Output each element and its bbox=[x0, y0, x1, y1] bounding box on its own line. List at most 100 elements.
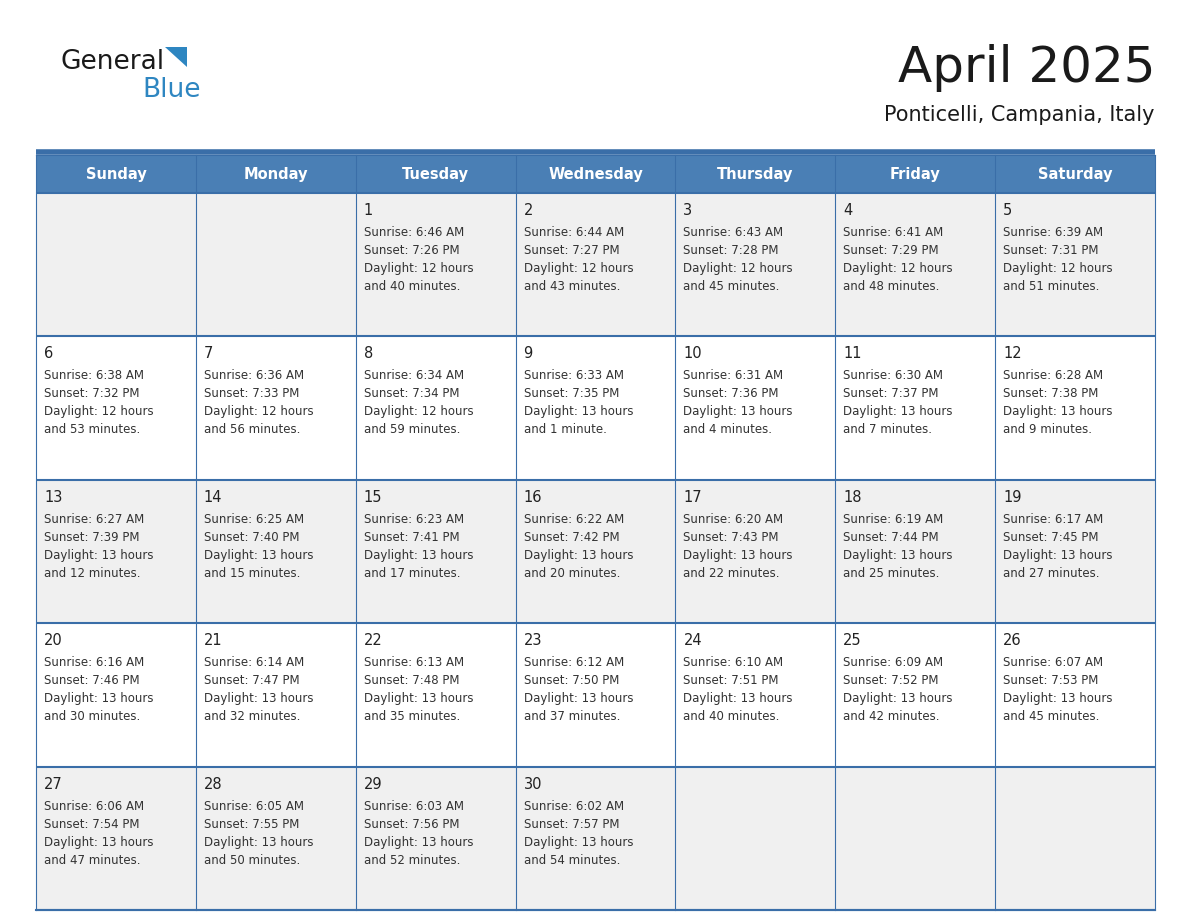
Bar bbox=[996, 623, 1155, 767]
Text: and 40 minutes.: and 40 minutes. bbox=[364, 280, 460, 293]
Bar bbox=[355, 336, 516, 480]
Text: and 1 minute.: and 1 minute. bbox=[524, 423, 606, 436]
Bar bbox=[196, 623, 355, 767]
Bar bbox=[36, 193, 196, 336]
Text: Sunset: 7:32 PM: Sunset: 7:32 PM bbox=[44, 387, 139, 400]
Text: Daylight: 13 hours: Daylight: 13 hours bbox=[204, 549, 314, 562]
Bar bbox=[196, 193, 355, 336]
Text: Daylight: 13 hours: Daylight: 13 hours bbox=[1003, 549, 1113, 562]
Bar bbox=[36, 480, 196, 623]
Text: and 25 minutes.: and 25 minutes. bbox=[843, 566, 940, 580]
Text: Daylight: 13 hours: Daylight: 13 hours bbox=[524, 549, 633, 562]
Text: Sunrise: 6:41 AM: Sunrise: 6:41 AM bbox=[843, 226, 943, 239]
Text: Sunrise: 6:17 AM: Sunrise: 6:17 AM bbox=[1003, 513, 1104, 526]
Text: 18: 18 bbox=[843, 490, 861, 505]
Text: Daylight: 12 hours: Daylight: 12 hours bbox=[524, 262, 633, 275]
Bar bbox=[676, 193, 835, 336]
Bar bbox=[516, 623, 676, 767]
Bar bbox=[355, 623, 516, 767]
Text: and 20 minutes.: and 20 minutes. bbox=[524, 566, 620, 580]
Text: Daylight: 13 hours: Daylight: 13 hours bbox=[204, 692, 314, 705]
Text: Sunset: 7:29 PM: Sunset: 7:29 PM bbox=[843, 244, 939, 257]
Text: and 17 minutes.: and 17 minutes. bbox=[364, 566, 460, 580]
Text: Daylight: 13 hours: Daylight: 13 hours bbox=[843, 549, 953, 562]
Bar bbox=[516, 480, 676, 623]
Text: and 22 minutes.: and 22 minutes. bbox=[683, 566, 781, 580]
Text: 7: 7 bbox=[204, 346, 213, 362]
Bar bbox=[516, 155, 676, 193]
Text: Daylight: 12 hours: Daylight: 12 hours bbox=[843, 262, 953, 275]
Text: 3: 3 bbox=[683, 203, 693, 218]
Text: Sunrise: 6:05 AM: Sunrise: 6:05 AM bbox=[204, 800, 304, 812]
Text: Sunset: 7:51 PM: Sunset: 7:51 PM bbox=[683, 674, 779, 688]
Text: 14: 14 bbox=[204, 490, 222, 505]
Text: 6: 6 bbox=[44, 346, 53, 362]
Text: Sunrise: 6:46 AM: Sunrise: 6:46 AM bbox=[364, 226, 465, 239]
Text: Wednesday: Wednesday bbox=[548, 166, 643, 182]
Text: 23: 23 bbox=[524, 633, 542, 648]
Text: 15: 15 bbox=[364, 490, 383, 505]
Text: 30: 30 bbox=[524, 777, 542, 791]
Text: Daylight: 13 hours: Daylight: 13 hours bbox=[683, 406, 792, 419]
Text: Daylight: 13 hours: Daylight: 13 hours bbox=[364, 549, 473, 562]
Bar bbox=[996, 480, 1155, 623]
Bar bbox=[36, 155, 196, 193]
Bar bbox=[835, 155, 996, 193]
Text: Sunrise: 6:25 AM: Sunrise: 6:25 AM bbox=[204, 513, 304, 526]
Text: Sunrise: 6:09 AM: Sunrise: 6:09 AM bbox=[843, 656, 943, 669]
Bar bbox=[996, 336, 1155, 480]
Text: Sunrise: 6:13 AM: Sunrise: 6:13 AM bbox=[364, 656, 463, 669]
Bar bbox=[835, 480, 996, 623]
Bar bbox=[196, 480, 355, 623]
Text: Sunset: 7:48 PM: Sunset: 7:48 PM bbox=[364, 674, 460, 688]
Text: Daylight: 13 hours: Daylight: 13 hours bbox=[44, 549, 153, 562]
Bar bbox=[676, 480, 835, 623]
Text: Sunset: 7:26 PM: Sunset: 7:26 PM bbox=[364, 244, 460, 257]
Text: Daylight: 13 hours: Daylight: 13 hours bbox=[524, 692, 633, 705]
Text: 27: 27 bbox=[44, 777, 63, 791]
Text: Sunrise: 6:30 AM: Sunrise: 6:30 AM bbox=[843, 369, 943, 383]
Text: Sunrise: 6:31 AM: Sunrise: 6:31 AM bbox=[683, 369, 784, 383]
Text: Sunset: 7:47 PM: Sunset: 7:47 PM bbox=[204, 674, 299, 688]
Bar bbox=[516, 767, 676, 910]
Text: Sunset: 7:45 PM: Sunset: 7:45 PM bbox=[1003, 531, 1099, 543]
Text: 10: 10 bbox=[683, 346, 702, 362]
Text: Daylight: 12 hours: Daylight: 12 hours bbox=[364, 262, 473, 275]
Bar bbox=[996, 767, 1155, 910]
Text: Sunday: Sunday bbox=[86, 166, 146, 182]
Polygon shape bbox=[165, 47, 187, 67]
Bar bbox=[196, 767, 355, 910]
Text: Daylight: 13 hours: Daylight: 13 hours bbox=[204, 835, 314, 848]
Text: and 7 minutes.: and 7 minutes. bbox=[843, 423, 933, 436]
Text: Sunrise: 6:16 AM: Sunrise: 6:16 AM bbox=[44, 656, 144, 669]
Text: April 2025: April 2025 bbox=[897, 44, 1155, 92]
Bar bbox=[36, 336, 196, 480]
Text: 29: 29 bbox=[364, 777, 383, 791]
Text: and 4 minutes.: and 4 minutes. bbox=[683, 423, 772, 436]
Text: Sunrise: 6:03 AM: Sunrise: 6:03 AM bbox=[364, 800, 463, 812]
Text: Daylight: 13 hours: Daylight: 13 hours bbox=[683, 549, 792, 562]
Text: Sunset: 7:33 PM: Sunset: 7:33 PM bbox=[204, 387, 299, 400]
Text: Sunrise: 6:36 AM: Sunrise: 6:36 AM bbox=[204, 369, 304, 383]
Bar bbox=[835, 193, 996, 336]
Bar bbox=[835, 336, 996, 480]
Text: and 30 minutes.: and 30 minutes. bbox=[44, 711, 140, 723]
Text: Daylight: 12 hours: Daylight: 12 hours bbox=[683, 262, 794, 275]
Bar bbox=[36, 767, 196, 910]
Text: 5: 5 bbox=[1003, 203, 1012, 218]
Text: and 37 minutes.: and 37 minutes. bbox=[524, 711, 620, 723]
Text: Sunrise: 6:02 AM: Sunrise: 6:02 AM bbox=[524, 800, 624, 812]
Text: Sunset: 7:57 PM: Sunset: 7:57 PM bbox=[524, 818, 619, 831]
Text: Friday: Friday bbox=[890, 166, 941, 182]
Text: 22: 22 bbox=[364, 633, 383, 648]
Text: and 45 minutes.: and 45 minutes. bbox=[683, 280, 779, 293]
Text: Sunrise: 6:43 AM: Sunrise: 6:43 AM bbox=[683, 226, 784, 239]
Text: Thursday: Thursday bbox=[718, 166, 794, 182]
Text: 25: 25 bbox=[843, 633, 862, 648]
Text: Daylight: 13 hours: Daylight: 13 hours bbox=[524, 406, 633, 419]
Text: Sunrise: 6:10 AM: Sunrise: 6:10 AM bbox=[683, 656, 784, 669]
Text: Daylight: 13 hours: Daylight: 13 hours bbox=[524, 835, 633, 848]
Text: and 59 minutes.: and 59 minutes. bbox=[364, 423, 460, 436]
Text: Daylight: 13 hours: Daylight: 13 hours bbox=[44, 692, 153, 705]
Text: Sunrise: 6:33 AM: Sunrise: 6:33 AM bbox=[524, 369, 624, 383]
